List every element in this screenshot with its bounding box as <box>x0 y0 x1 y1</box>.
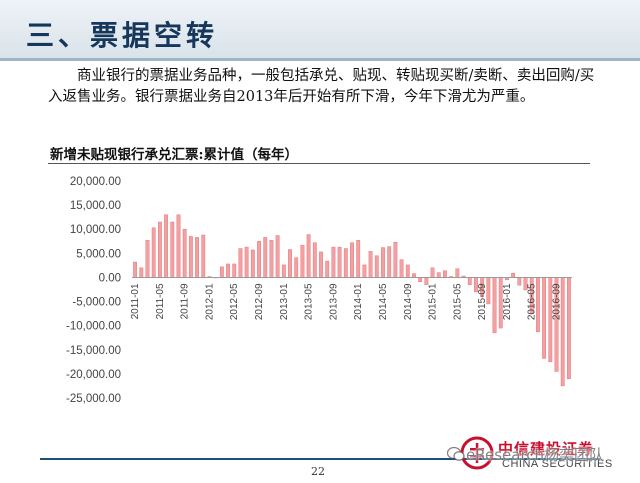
y-tick-label: 15,000.00 <box>70 200 121 212</box>
bar-2013-01 <box>281 264 286 278</box>
x-tick-label: 2016-01 <box>502 283 513 320</box>
bar-2013-04 <box>300 244 305 278</box>
bar-2011-09 <box>182 229 187 278</box>
bar-2014-02 <box>362 264 367 278</box>
bar-2013-05 <box>306 234 311 278</box>
bar-2012-11 <box>269 240 274 278</box>
bar-chart: 20,000.00 15,000.00 10,000.00 5,000.00 0.00 -… <box>66 176 572 405</box>
y-tick-label: 5,000.00 <box>76 248 121 260</box>
bar-2014-01 <box>356 240 361 278</box>
x-tick-label: 2014-01 <box>353 283 364 320</box>
x-tick-label: 2012-01 <box>204 283 215 320</box>
y-tick-label: -5,000.00 <box>72 297 121 309</box>
x-tick-label: 2014-09 <box>403 283 414 320</box>
chart-title-divider <box>48 163 590 164</box>
bar-2011-06 <box>164 214 168 278</box>
x-tick-label: 2013-09 <box>328 283 339 320</box>
bar-2014-08 <box>399 259 404 278</box>
bar-2012-08 <box>250 249 255 278</box>
bar-2015-07 <box>467 277 472 285</box>
bar-2015-03 <box>443 270 447 278</box>
x-tick-label: 2015-01 <box>428 283 439 320</box>
chart-title: 新增未贴现银行承兑汇票:累计值（每年） <box>50 147 298 163</box>
bar-2014-11 <box>418 277 423 282</box>
intro-paragraph: 商业银行的票据业务品种，一般包括承兑、贴现、转贴现买断/卖断、卖出回购/买入返售… <box>48 68 595 105</box>
bar-2013-10 <box>337 246 342 278</box>
x-tick-label: 2011-01 <box>130 283 141 319</box>
bar-2013-03 <box>294 257 299 278</box>
bar-2012-10 <box>263 237 268 278</box>
y-tick-label: -20,000.00 <box>66 369 121 381</box>
bar-2013-02 <box>288 249 292 278</box>
bar-2016-02 <box>511 272 516 278</box>
bar-2012-06 <box>238 248 243 278</box>
brand-name-cn: 中信建投证券 <box>498 440 595 458</box>
x-tick-label: 2015-09 <box>477 283 488 320</box>
bar-2011-01 <box>133 261 137 278</box>
brand-name-en: CHINA SECURITIES <box>502 458 613 470</box>
x-tick-label: 2016-05 <box>527 283 538 320</box>
bar-2016-03 <box>517 277 522 286</box>
y-tick-label: -25,000.00 <box>66 393 121 405</box>
bar-2012-05 <box>232 263 237 278</box>
bar-2012-07 <box>244 246 249 278</box>
bar-2011-03 <box>145 240 150 278</box>
bar-2012-09 <box>257 241 261 278</box>
bar-2014-07 <box>393 242 398 278</box>
section-title: 三、票据空转 <box>26 19 219 52</box>
title-band <box>0 0 640 58</box>
bar-2012-04 <box>226 263 230 278</box>
bar-2014-03 <box>368 251 373 278</box>
y-tick-label: -15,000.00 <box>66 345 121 357</box>
bar-2016-07 <box>542 277 547 359</box>
x-tick-label: 2013-05 <box>304 283 315 320</box>
chat-bubble-icon <box>447 446 465 461</box>
bar-2013-06 <box>312 242 317 278</box>
y-tick-label: 0.00 <box>99 272 121 284</box>
bar-2011-07 <box>170 221 175 278</box>
bar-2015-05 <box>455 268 460 278</box>
bar-2014-05 <box>381 247 385 278</box>
title-divider <box>0 58 640 61</box>
bar-2013-09 <box>331 246 336 278</box>
x-tick-label: 2012-05 <box>229 283 240 320</box>
x-tick-label: 2011-05 <box>155 283 166 319</box>
x-tick-label: 2012-09 <box>254 283 265 320</box>
bar-2011-05 <box>157 221 162 278</box>
bar-2011-02 <box>139 267 144 278</box>
bar-2011-12 <box>201 234 206 278</box>
footer-divider <box>40 458 600 460</box>
bar-2012-03 <box>219 266 224 278</box>
bar-2013-08 <box>325 260 330 278</box>
bar-2013-11 <box>343 248 348 278</box>
bar-2011-11 <box>195 237 199 278</box>
brand-logo: 中信建投证券 CHINA SECURITIES <box>452 436 637 480</box>
bar-2011-10 <box>188 236 193 278</box>
y-tick-label: 10,000.00 <box>70 224 121 236</box>
bar-2016-11 <box>567 277 571 379</box>
bar-2012-12 <box>275 235 280 278</box>
bar-2011-08 <box>176 214 181 278</box>
bar-2014-06 <box>387 246 392 278</box>
bar-2014-04 <box>374 255 379 278</box>
x-tick-label: 2013-01 <box>279 283 290 320</box>
watermark-text: eResearch杨奕团队 <box>466 446 605 464</box>
bar-2011-04 <box>151 227 156 278</box>
bar-2015-01 <box>430 267 435 278</box>
x-tick-label: 2014-05 <box>378 283 389 320</box>
y-tick-label: -10,000.00 <box>66 321 121 333</box>
bar-2013-07 <box>319 251 323 278</box>
bar-2015-02 <box>436 272 441 278</box>
bar-2014-10 <box>412 273 416 278</box>
page-number: 22 <box>311 465 325 478</box>
bar-2014-09 <box>405 264 410 278</box>
x-tick-label: 2015-05 <box>452 283 463 320</box>
y-tick-label: 20,000.00 <box>70 176 121 188</box>
bar-2015-11 <box>492 277 497 334</box>
x-tick-label: 2011-09 <box>180 283 191 319</box>
bar-2013-12 <box>350 242 354 278</box>
x-tick-label: 2016-09 <box>552 283 563 320</box>
